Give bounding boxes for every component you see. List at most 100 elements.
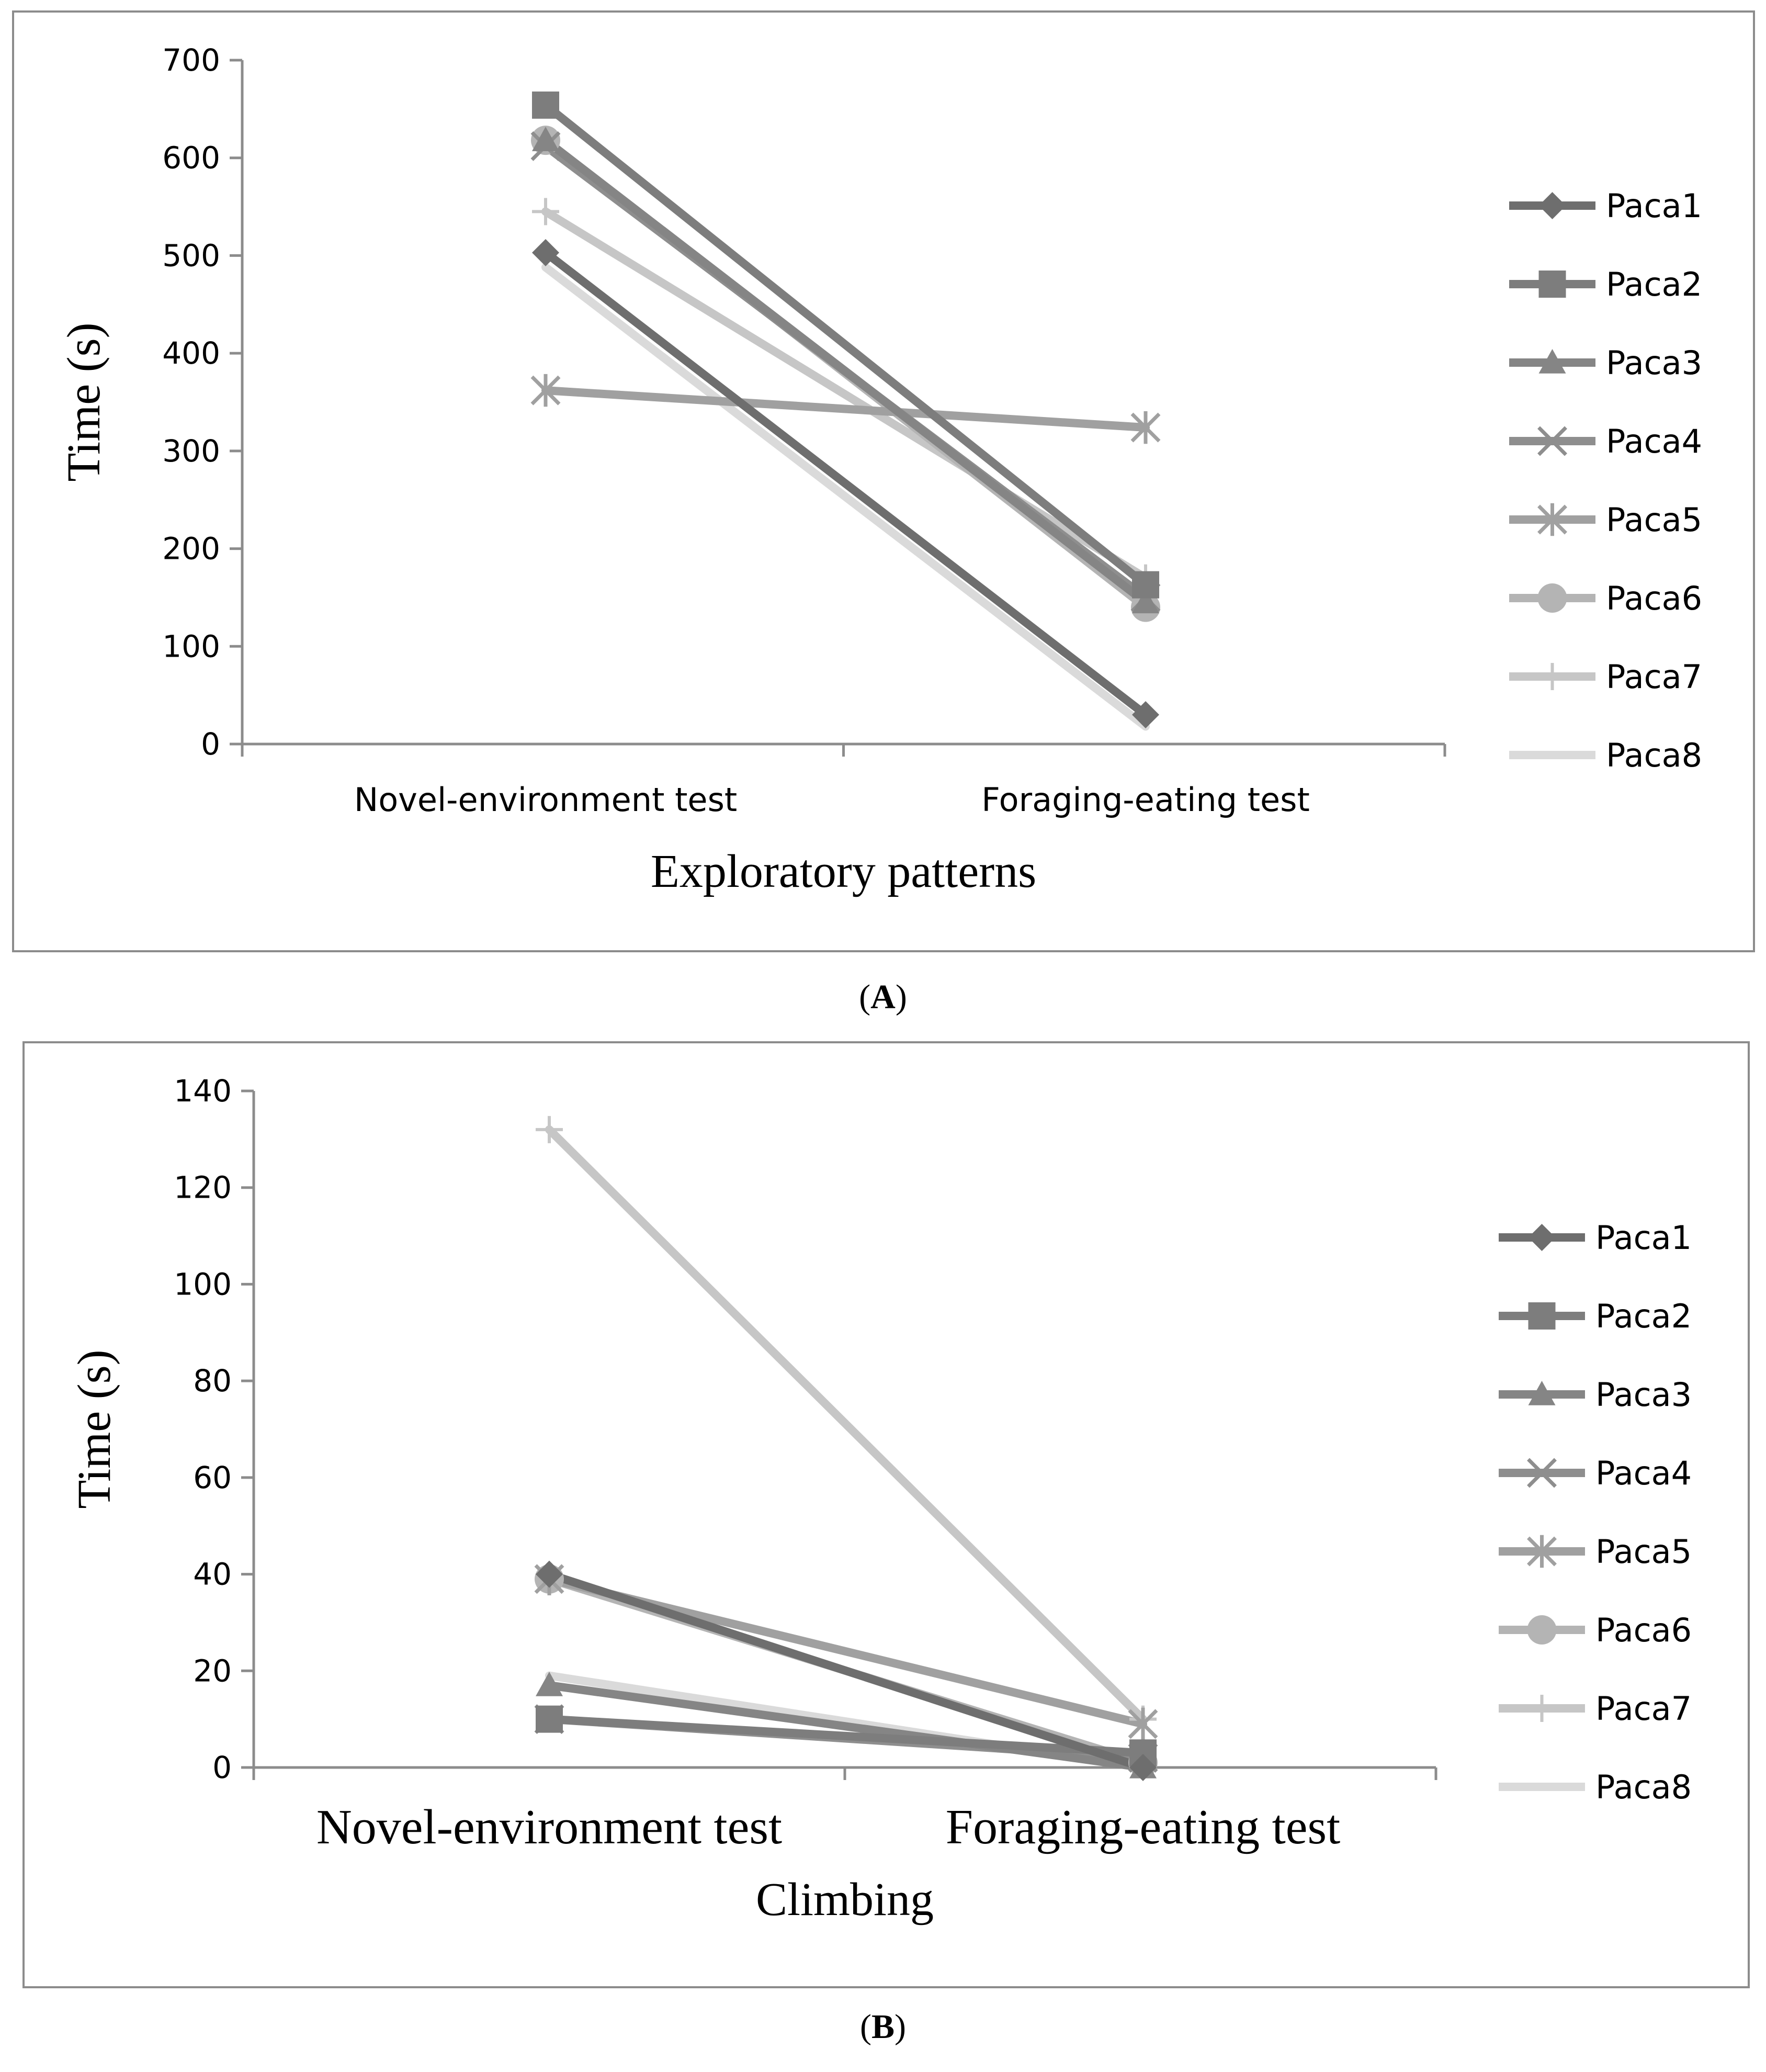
legend-item-paca3-a: Paca3 (1509, 344, 1702, 382)
legend-label-a: Paca6 (1606, 579, 1702, 617)
data-point-paca3-a (1132, 589, 1159, 614)
y-tick-label-a: 100 (162, 628, 220, 664)
data-point-paca2-b (536, 1705, 563, 1733)
data-point-paca1-a (532, 239, 559, 266)
legend-item-paca8-b: Paca8 (1499, 1768, 1692, 1806)
x-axis-title-a: Exploratory patterns (651, 846, 1036, 897)
series-line-paca5-a (541, 386, 1150, 432)
x-category-label-b: Novel-environment test (316, 1800, 782, 1854)
y-tick-label-a: 600 (162, 140, 220, 176)
y-tick-label-b: 0 (212, 1750, 232, 1785)
data-point-paca3-b (536, 1671, 563, 1696)
data-point-paca5-b (1128, 1707, 1158, 1741)
x-axis-title-b: Climbing (756, 1874, 934, 1925)
y-tick-label-b: 80 (193, 1363, 232, 1399)
x-category-label-a: Novel-environment test (354, 781, 737, 819)
legend-label-b: Paca8 (1595, 1768, 1692, 1806)
legend-label-b: Paca5 (1595, 1533, 1692, 1571)
y-axis-title-b: Time (s) (69, 1349, 120, 1508)
legend-label-a: Paca4 (1606, 422, 1702, 460)
data-point-paca2-a (1132, 571, 1159, 599)
series-line-paca2-a (541, 100, 1150, 589)
legend-item-paca2-a: Paca2 (1509, 265, 1702, 303)
data-point-paca7-b (536, 1116, 563, 1143)
legend-marker-b (1528, 1302, 1556, 1330)
x-category-label-b: Foraging-eating test (946, 1800, 1340, 1854)
legend-marker-b (1527, 1458, 1557, 1488)
legend-label-a: Paca3 (1606, 344, 1702, 382)
y-tick-label-b: 120 (174, 1170, 232, 1206)
legend-label-a: Paca1 (1606, 187, 1702, 225)
y-axis-title-a: Time (s) (58, 322, 110, 481)
panel-a-caption: (A) (859, 978, 907, 1016)
data-point-paca5-a (530, 374, 561, 407)
chart-b: 0 20 40 60 80 100 120 140 Novel-environment test… (69, 1073, 1692, 1925)
legend-item-paca7-b: Paca7 (1499, 1690, 1692, 1728)
series-line-paca3-a (541, 136, 1150, 607)
legend-label-b: Paca1 (1595, 1219, 1692, 1257)
x-category-label-a: Foraging-eating test (981, 781, 1310, 819)
data-point-paca7-a (532, 198, 559, 226)
chart-a: 0 100 200 300 400 500 600 700 Novel-environment … (58, 42, 1702, 897)
legend-marker-b (1527, 1615, 1557, 1645)
data-point-paca3-a (532, 127, 559, 151)
y-tick-label-a: 300 (162, 433, 220, 469)
data-point-paca2-a (532, 91, 559, 119)
legend-label-a: Paca2 (1606, 265, 1702, 303)
legend-marker-a (1537, 426, 1567, 456)
legend-marker-b (1528, 1381, 1556, 1405)
legend-item-paca7-a: Paca7 (1509, 658, 1702, 696)
panel-b-caption: (B) (860, 2008, 906, 2046)
legend-label-a: Paca8 (1606, 736, 1702, 774)
legend-item-paca6-a: Paca6 (1509, 579, 1702, 617)
chart-panel-a (12, 10, 1755, 952)
data-point-paca1-a (1132, 701, 1159, 728)
legend-marker-a (1538, 663, 1566, 690)
panel-b-letter: B (871, 2008, 895, 2046)
legend-item-paca6-b: Paca6 (1499, 1611, 1692, 1649)
legend-label-b: Paca4 (1595, 1454, 1692, 1492)
series-line-paca1-b (545, 1570, 1147, 1772)
legend-item-paca4-a: Paca4 (1509, 422, 1702, 460)
series-line-paca2-b (545, 1715, 1147, 1758)
legend-label-b: Paca3 (1595, 1376, 1692, 1414)
y-tick-label-b: 140 (174, 1073, 232, 1109)
y-tick-label-a: 200 (162, 531, 220, 567)
legend-item-paca8-a: Paca8 (1509, 736, 1702, 774)
series-line-paca1-a (541, 248, 1150, 719)
legend-item-paca1-b: Paca1 (1499, 1219, 1692, 1257)
legend-marker-a (1538, 192, 1566, 219)
series-line-paca8-a (541, 263, 1150, 731)
panel-a-letter: A (870, 978, 896, 1016)
data-point-paca1-b (536, 1560, 563, 1588)
legend-marker-a (1537, 583, 1567, 613)
y-tick-label-a: 0 (201, 726, 220, 762)
legend-label-b: Paca7 (1595, 1690, 1692, 1728)
legend-label-b: Paca2 (1595, 1297, 1692, 1335)
legend-item-paca3-b: Paca3 (1499, 1376, 1692, 1414)
y-tick-label-a: 700 (162, 42, 220, 78)
legend-marker-a (1538, 349, 1566, 374)
legend-label-a: Paca5 (1606, 501, 1702, 539)
y-tick-label-a: 400 (162, 335, 220, 371)
data-point-paca5-a (1130, 411, 1161, 444)
legend-marker-b (1528, 1224, 1556, 1251)
series-line-paca7-b (545, 1125, 1147, 1724)
y-tick-label-b: 40 (193, 1557, 232, 1592)
y-tick-label-b: 20 (193, 1653, 232, 1688)
data-point-paca1-b (1129, 1754, 1157, 1781)
legend-marker-a (1537, 503, 1567, 536)
series-line-paca7-a (541, 207, 1150, 582)
legend-marker-b (1527, 1535, 1557, 1568)
series-line-paca3-b (545, 1681, 1147, 1772)
legend-item-paca4-b: Paca4 (1499, 1454, 1692, 1492)
chart-panel-b (22, 1041, 1750, 1988)
y-tick-label-b: 100 (174, 1266, 232, 1302)
legend-item-paca1-a: Paca1 (1509, 187, 1702, 225)
legend-item-paca2-b: Paca2 (1499, 1297, 1692, 1335)
legend-label-b: Paca6 (1595, 1611, 1692, 1649)
legend-item-paca5-a: Paca5 (1509, 501, 1702, 539)
legend-marker-a (1538, 271, 1566, 298)
y-tick-label-a: 500 (162, 238, 220, 273)
